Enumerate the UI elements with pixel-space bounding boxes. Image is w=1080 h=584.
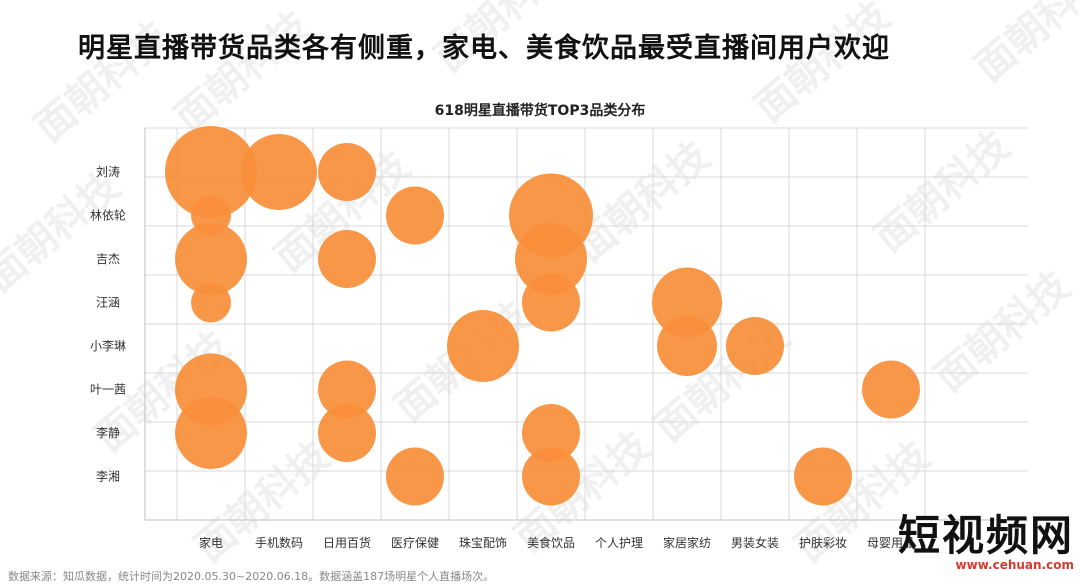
x-tick-label: 珠宝配饰 (459, 536, 507, 550)
bubble-point (726, 317, 784, 375)
bubble-point (522, 273, 580, 332)
bubble-point (175, 223, 247, 295)
x-tick-label: 男装女装 (731, 535, 779, 550)
bubble-point (862, 360, 920, 419)
data-source-note: 数据来源：知瓜数据，统计时间为2020.05.30~2020.06.18。数据涵… (8, 570, 495, 583)
y-tick-label: 刘涛 (96, 164, 120, 179)
x-tick-label: 护肤彩妆 (799, 535, 847, 550)
bubble-point (318, 143, 376, 201)
logo-url: www.cehuan.com (955, 558, 1074, 572)
x-tick-label: 医疗保健 (391, 536, 439, 550)
bubble-point (657, 316, 717, 376)
bubble-point (191, 282, 231, 323)
bubble-point (165, 126, 257, 218)
x-tick-label: 家居家纺 (663, 535, 711, 550)
page-headline: 明星直播带货品类各有侧重，家电、美食饮品最受直播间用户欢迎 (78, 33, 890, 64)
logo-text: 短视频网 (897, 511, 1074, 560)
bubble-point (318, 230, 376, 288)
chart-title: 618明星直播带货TOP3品类分布 (434, 103, 646, 119)
y-tick-label: 李湘 (96, 469, 120, 484)
bubble-point (318, 360, 376, 419)
bubble-point (447, 310, 519, 382)
bubble-point (241, 134, 317, 210)
bubble-point (522, 447, 580, 506)
bubble-point (386, 186, 444, 245)
x-tick-label: 母婴用品 (867, 536, 915, 550)
bubble-point (175, 397, 247, 469)
site-logo: 短视频网 www.cehuan.com (894, 514, 1074, 578)
y-tick-label: 汪涵 (96, 296, 120, 310)
y-tick-label: 吉杰 (96, 252, 120, 266)
x-tick-label: 家电 (199, 535, 223, 550)
y-tick-label: 林依轮 (90, 208, 126, 223)
y-tick-label: 李静 (96, 425, 120, 440)
x-tick-label: 手机数码 (255, 535, 303, 550)
bubble-point (522, 404, 580, 462)
bubble-point (386, 447, 444, 506)
bubble-point (652, 267, 722, 338)
x-tick-label: 个人护理 (595, 536, 643, 550)
bubble-point (794, 447, 852, 506)
bubble-point (515, 223, 587, 295)
y-tick-label: 小李琳 (90, 338, 126, 353)
bubble-point (318, 404, 376, 462)
x-tick-label: 日用百货 (323, 535, 371, 550)
y-tick-label: 叶一茜 (90, 383, 126, 397)
x-tick-label: 美食饮品 (527, 535, 575, 550)
